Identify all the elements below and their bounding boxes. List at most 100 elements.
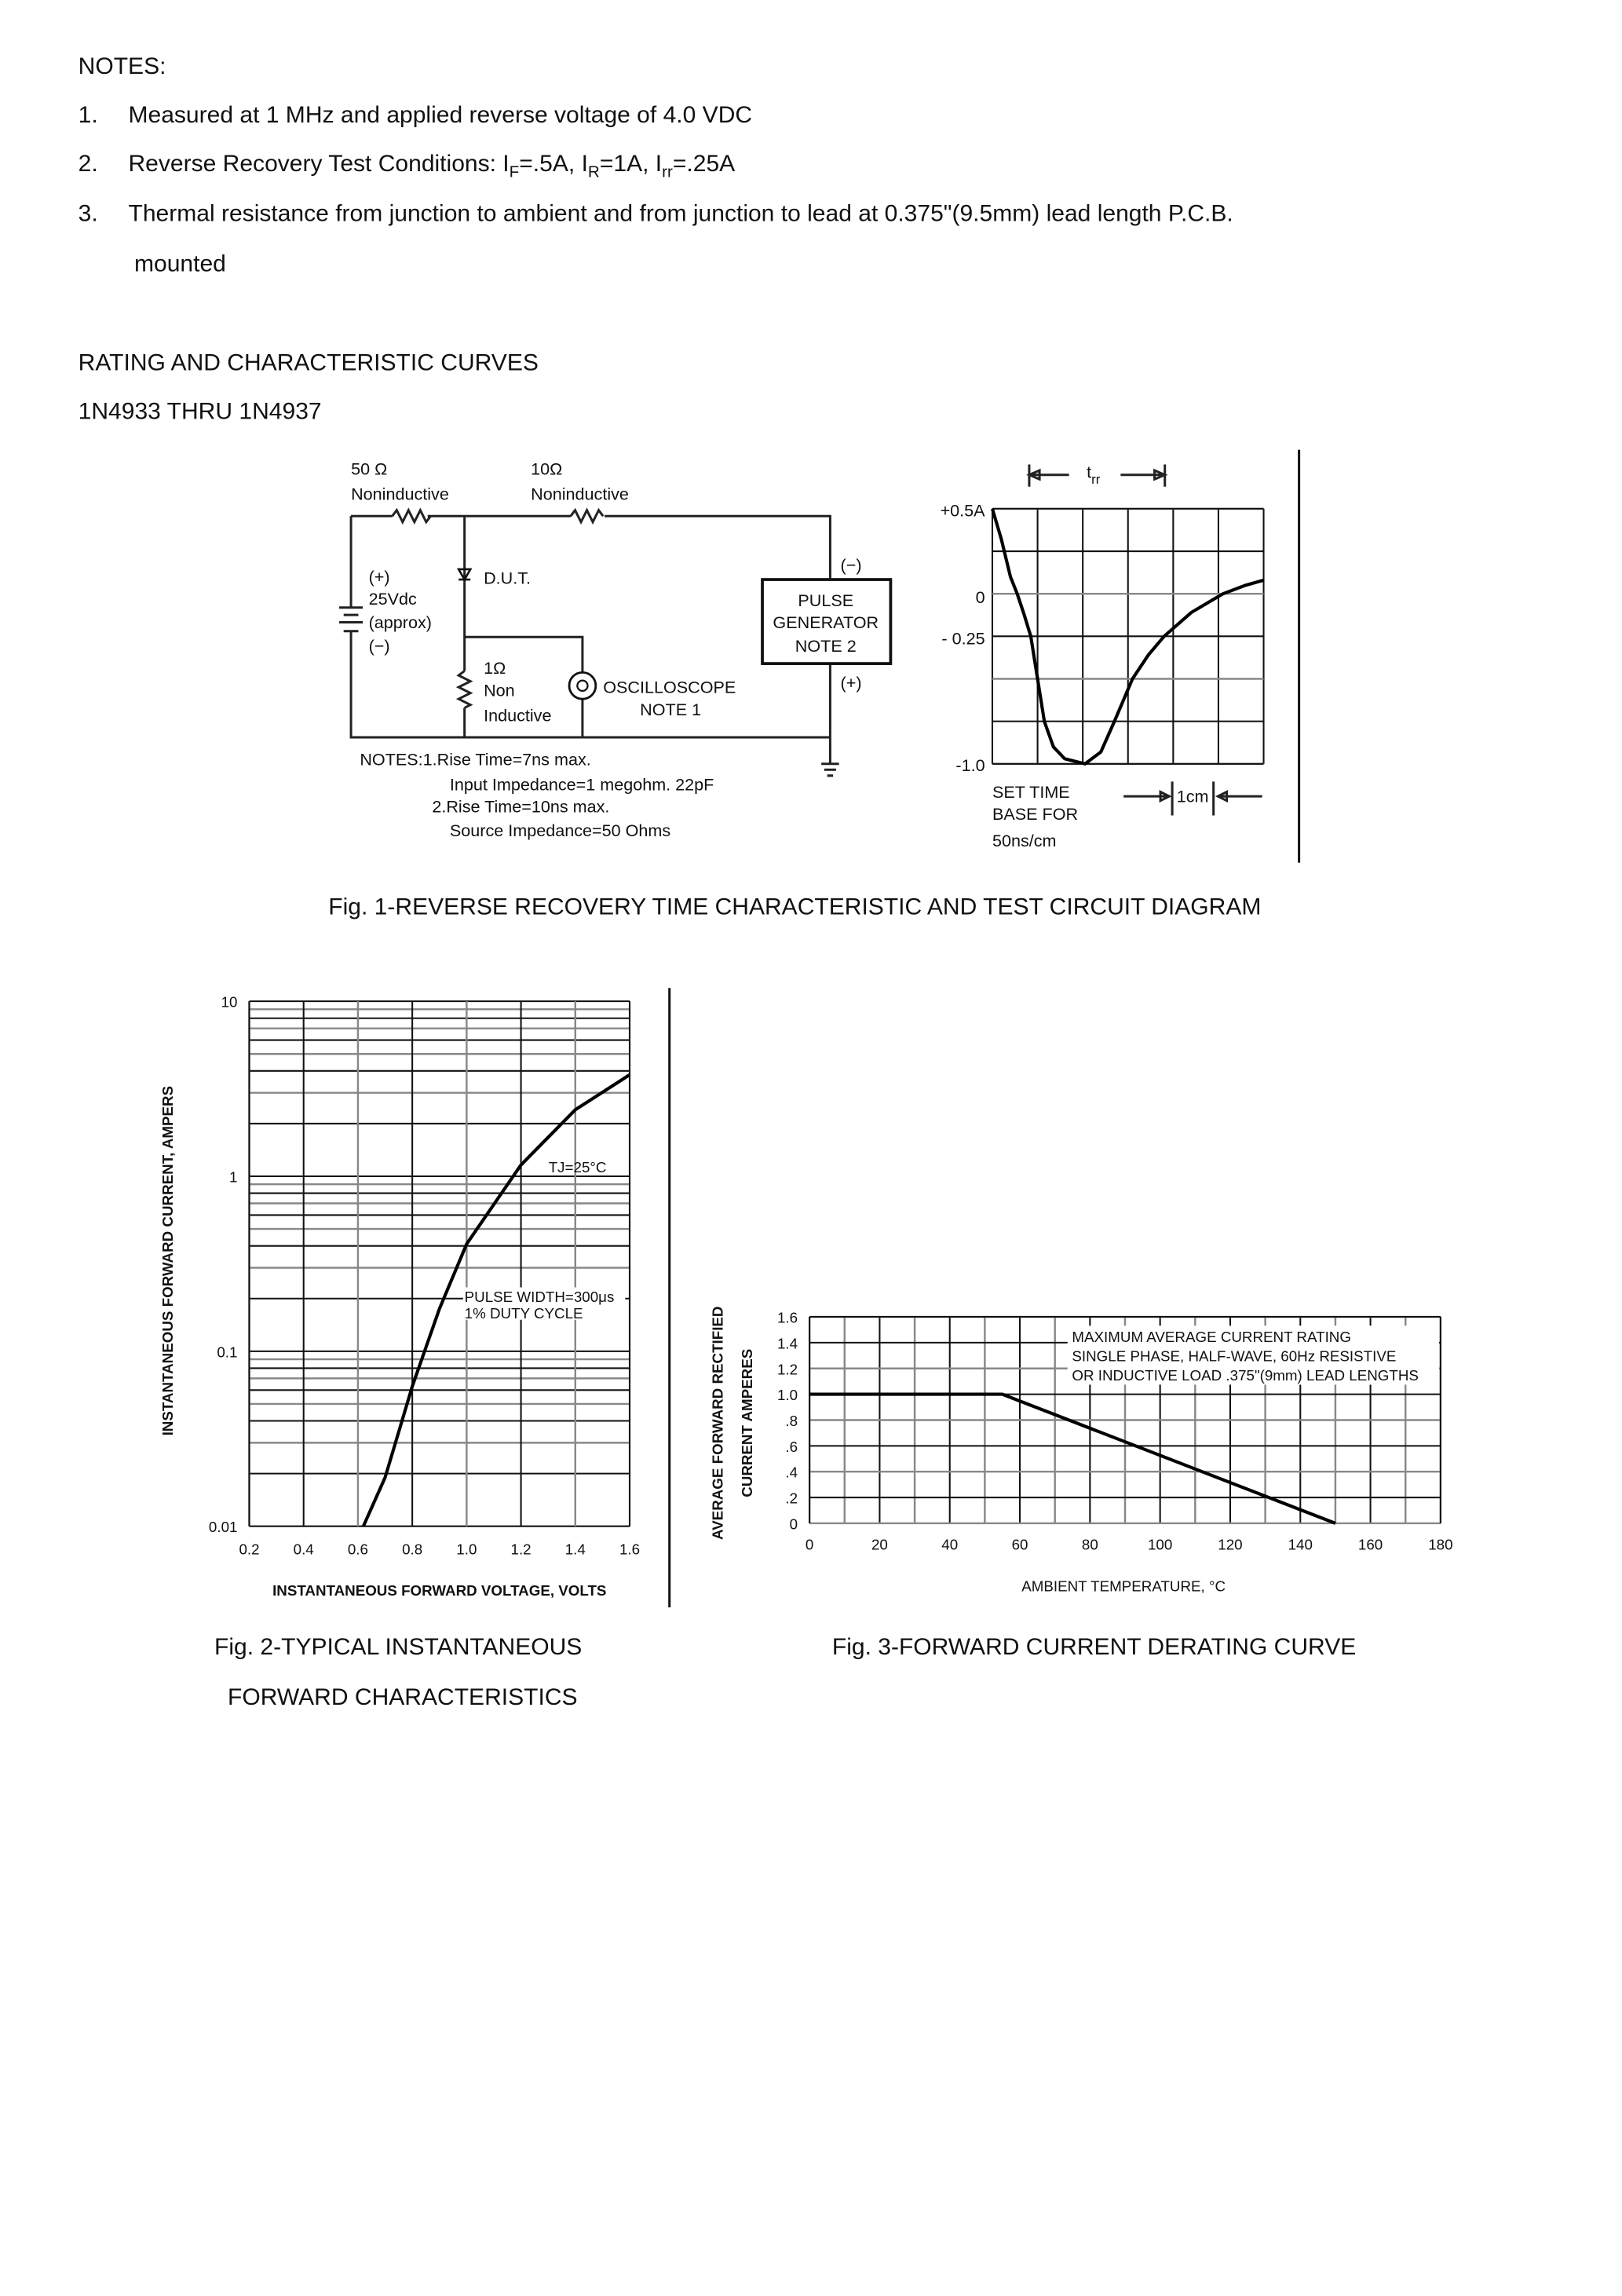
forward-characteristics-chart: 0.2 0.4 0.6 0.8 1.0 1.2 1.4 1.6 10 1 0.1 0.01 TJ=25… <box>159 994 640 1599</box>
x-tick-label: 0.4 <box>294 1541 314 1557</box>
rating-annotation: SINGLE PHASE, HALF-WAVE, 60Hz RESISTIVE <box>1072 1347 1396 1364</box>
y-tick-label: 0 <box>790 1515 798 1532</box>
fig3-ticks: 1.6 1.4 1.2 1.0 .8 .6 .4 .2 00 20 40 60 80 100 120 140 1… <box>777 1310 1453 1553</box>
label-batt-voltage: 25Vdc <box>369 589 417 609</box>
forward-characteristic-curve <box>361 1073 631 1527</box>
pulse-annotation: PULSE WIDTH=300μs <box>465 1289 615 1305</box>
label-batt-plus: (+) <box>369 567 390 587</box>
label-generator: GENERATOR <box>773 612 879 632</box>
x-tick-label: 0.6 <box>348 1541 368 1557</box>
notes-heading: NOTES: <box>79 53 166 79</box>
y-tick-label: 1 <box>229 1169 237 1186</box>
y-tick-label: 0 <box>976 587 985 607</box>
fig2-caption: Fig. 2-TYPICAL INSTANTANEOUS <box>214 1634 582 1660</box>
x-tick-label: 160 <box>1358 1537 1383 1553</box>
note-text-part: =.25A <box>673 151 735 177</box>
annotation-bg <box>1067 1325 1440 1385</box>
y-tick-label: .4 <box>785 1464 798 1481</box>
subscript: F <box>510 163 520 181</box>
y-tick-label: - 0.25 <box>941 629 985 649</box>
y-tick-label: 10 <box>221 994 238 1011</box>
fig2-ticks: 0.2 0.4 0.6 0.8 1.0 1.2 1.4 1.6 10 1 0.1 0.01 <box>209 994 640 1558</box>
scope-grid <box>991 507 1265 766</box>
y-tick-label: 1.2 <box>777 1361 798 1377</box>
y-tick-label: 1.4 <box>777 1335 798 1351</box>
derating-curve-chart: 1.6 1.4 1.2 1.0 .8 .6 .4 .2 00 20 40 60 80 100 120 140 1… <box>709 1306 1452 1594</box>
set-time-note: BASE FOR <box>992 804 1078 824</box>
label-pg-minus: (−) <box>841 555 862 575</box>
x-tick-label: 40 <box>941 1537 958 1553</box>
x-tick-label: 140 <box>1288 1537 1313 1553</box>
circuit-note: NOTES:1.Rise Time=7ns max. <box>360 750 590 770</box>
label-r50-type: Noninductive <box>351 484 449 504</box>
label-r1: 1Ω <box>484 658 506 678</box>
y-tick-label: 0.1 <box>217 1344 237 1360</box>
recovery-current-waveform <box>991 508 1265 766</box>
annotation-bg <box>462 1287 626 1320</box>
label-dut: D.U.T. <box>484 569 531 588</box>
y-axis-title: AVERAGE FORWARD RECTIFIED <box>709 1306 725 1539</box>
y-tick-label: 1.0 <box>777 1387 798 1403</box>
x-tick-label: 1.6 <box>619 1541 640 1557</box>
circuit-wires <box>349 514 831 764</box>
y-tick-label: .8 <box>785 1413 798 1429</box>
label-r10: 10Ω <box>531 459 562 479</box>
x-tick-label: 120 <box>1218 1537 1242 1553</box>
x-tick-label: 20 <box>871 1537 888 1553</box>
scale-label: 1cm <box>1177 787 1209 806</box>
trr-label-main: t <box>1087 462 1091 481</box>
label-batt-minus: (−) <box>369 636 390 656</box>
section-subtitle: 1N4933 THRU 1N4937 <box>79 398 322 424</box>
notes-section: NOTES: 1. Measured at 1 MHz and applied … <box>79 53 1233 277</box>
label-oscilloscope: OSCILLOSCOPE <box>603 678 736 697</box>
label-oscilloscope-note: NOTE 1 <box>640 700 701 719</box>
label-batt-approx: (approx) <box>369 612 432 632</box>
note-text-part: Reverse Recovery Test Conditions: I <box>128 151 509 177</box>
note-text-continued: mounted <box>134 251 226 277</box>
pulse-generator-box <box>761 578 893 665</box>
resistor-50-ohm-icon <box>391 507 432 525</box>
rating-annotation: OR INDUCTIVE LOAD .375"(9mm) LEAD LENGTH… <box>1072 1367 1419 1384</box>
duty-annotation: 1% DUTY CYCLE <box>465 1305 583 1322</box>
label-pg-plus: (+) <box>841 673 862 693</box>
fig2-caption-line2: FORWARD CHARACTERISTICS <box>228 1684 577 1710</box>
oscilloscope-icon-inner <box>576 679 589 692</box>
x-tick-label: 100 <box>1148 1537 1172 1553</box>
y-tick-label: 1.6 <box>777 1310 798 1326</box>
diode-icon <box>456 568 473 582</box>
subscript: rr <box>662 163 673 181</box>
circuit-note: Source Impedance=50 Ohms <box>450 821 670 840</box>
x-tick-label: 180 <box>1428 1537 1452 1553</box>
reverse-recovery-waveform: trr +0.5A 0 - 0.25 -1.0 SET TIME BASE FO… <box>941 462 1265 850</box>
subscript: R <box>588 163 600 181</box>
y-tick-label: .6 <box>785 1439 798 1455</box>
section-title: RATING AND CHARACTERISTIC CURVES <box>79 349 539 375</box>
y-tick-label: 0.01 <box>209 1519 238 1535</box>
x-axis-title: INSTANTANEOUS FORWARD VOLTAGE, VOLTS <box>272 1582 606 1599</box>
trr-label: trr <box>1087 462 1101 487</box>
note-number: 1. <box>79 102 98 128</box>
note-text: Reverse Recovery Test Conditions: IF=.5A… <box>128 151 735 181</box>
note-text: Thermal resistance from junction to ambi… <box>128 201 1233 227</box>
note-text: Measured at 1 MHz and applied reverse vo… <box>128 102 752 128</box>
y-tick-label: +0.5A <box>941 500 986 520</box>
x-tick-label: 1.0 <box>456 1541 477 1557</box>
label-r10-type: Noninductive <box>531 484 629 504</box>
oscilloscope-icon <box>568 671 597 700</box>
y-axis-title-line2: CURRENT AMPERES <box>739 1349 755 1497</box>
set-time-note: 50ns/cm <box>992 831 1057 850</box>
derating-curve <box>809 1392 1336 1525</box>
battery-icon <box>339 606 363 633</box>
x-tick-label: 0.2 <box>239 1541 259 1557</box>
rating-annotation: MAXIMUM AVERAGE CURRENT RATING <box>1072 1329 1351 1345</box>
scale-marker <box>1123 781 1262 816</box>
fig2-grid <box>248 1000 631 1527</box>
fig1-caption: Fig. 1-REVERSE RECOVERY TIME CHARACTERIS… <box>328 894 1261 919</box>
note-number: 2. <box>79 151 98 177</box>
x-tick-label: 60 <box>1012 1537 1028 1553</box>
resistor-1-ohm-icon <box>455 670 473 709</box>
circuit-note: 2.Rise Time=10ns max. <box>432 797 609 817</box>
label-note2: NOTE 2 <box>795 636 857 656</box>
label-pulse: PULSE <box>798 590 853 610</box>
